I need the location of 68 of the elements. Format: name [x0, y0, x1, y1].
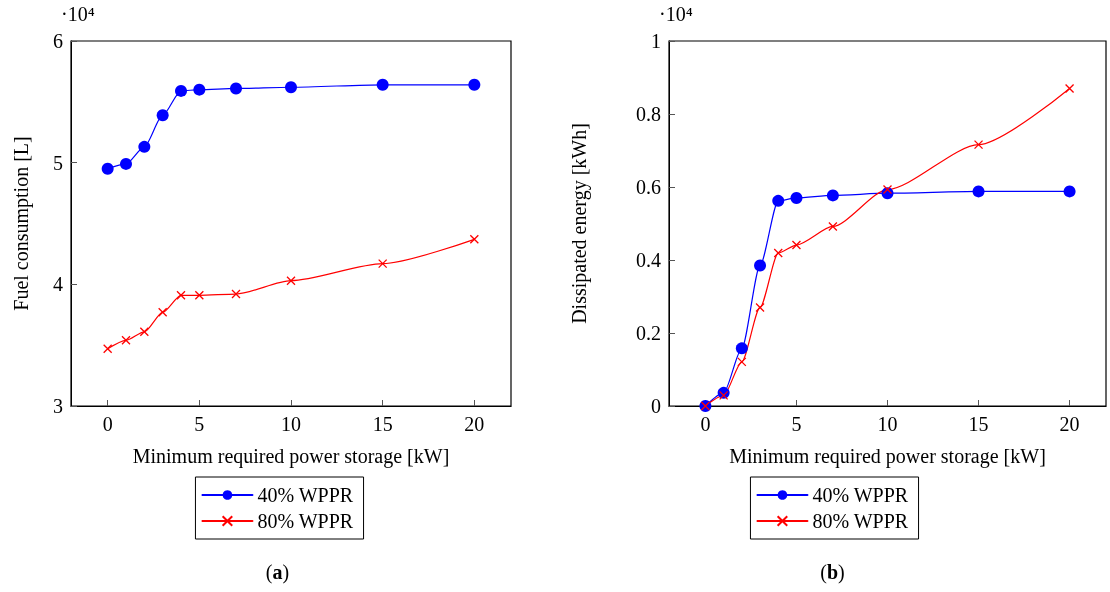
point	[376, 78, 389, 91]
y-tick-label: 3	[53, 395, 63, 417]
point	[175, 84, 187, 97]
point	[828, 221, 838, 232]
point	[231, 289, 241, 299]
point	[230, 82, 242, 95]
point	[468, 78, 481, 91]
y-tick-label: 0.4	[636, 249, 661, 271]
y-tick-label: 4	[53, 273, 63, 296]
point	[1064, 83, 1075, 94]
point	[826, 189, 839, 202]
y-tick-label: 0.2	[636, 322, 661, 344]
point	[754, 259, 767, 272]
point	[139, 327, 149, 337]
point	[791, 240, 802, 250]
point	[103, 344, 113, 354]
point	[772, 194, 785, 207]
x-tick-label: 15	[968, 413, 989, 435]
point	[176, 290, 186, 300]
x-tick-label: 5	[194, 413, 205, 435]
point	[121, 335, 131, 345]
legend-label: 40% WPPR	[812, 484, 909, 506]
point	[120, 157, 132, 170]
point	[378, 259, 388, 269]
point	[790, 191, 803, 204]
point	[718, 390, 729, 401]
text: ·10⁴	[61, 3, 95, 25]
x-tick-label: 0	[102, 413, 113, 435]
x-tick-label: 20	[1059, 413, 1080, 435]
text: ·10⁴	[659, 3, 693, 25]
legend-label: 40% WPPR	[257, 484, 354, 506]
point	[737, 357, 747, 367]
x-tick-label: 20	[464, 413, 485, 435]
legend-label: 80% WPPR	[812, 510, 909, 532]
y-tick-label: 6	[53, 30, 63, 52]
x-tick-label: 10	[281, 413, 301, 435]
x-tick-label: 15	[372, 413, 393, 435]
point	[773, 248, 783, 258]
point	[193, 83, 206, 96]
point	[469, 234, 479, 244]
x-axis-title: Minimum required power storage [kW]	[729, 445, 1046, 468]
x-tick-label: 5	[791, 413, 802, 435]
point	[972, 185, 985, 198]
point	[194, 290, 204, 300]
y-tick-label: 0.6	[636, 176, 661, 198]
x-axis-title: Minimum required power storage [kW]	[132, 445, 450, 468]
x-tick-label: 10	[877, 413, 898, 435]
point	[138, 140, 151, 153]
point	[973, 140, 984, 150]
point	[101, 162, 114, 175]
point	[285, 81, 297, 94]
point	[882, 184, 893, 195]
point	[286, 276, 296, 286]
y-axis-title: Fuel consumption [L]	[10, 136, 33, 311]
text: (b)	[820, 561, 845, 584]
point	[158, 307, 168, 317]
point	[755, 302, 765, 313]
y-axis-title: Dissipated energy [kWh]	[568, 123, 591, 324]
y-tick-label: 5	[53, 151, 63, 174]
x-tick-label: 0	[700, 413, 711, 435]
point	[1063, 185, 1076, 198]
legend-label: 80% WPPR	[257, 510, 354, 532]
y-tick-label: 1	[651, 30, 661, 52]
point	[735, 342, 748, 355]
text: (a)	[265, 561, 290, 584]
y-tick-label: 0.8	[636, 103, 661, 125]
y-tick-label: 0	[651, 395, 661, 417]
point	[156, 109, 169, 122]
